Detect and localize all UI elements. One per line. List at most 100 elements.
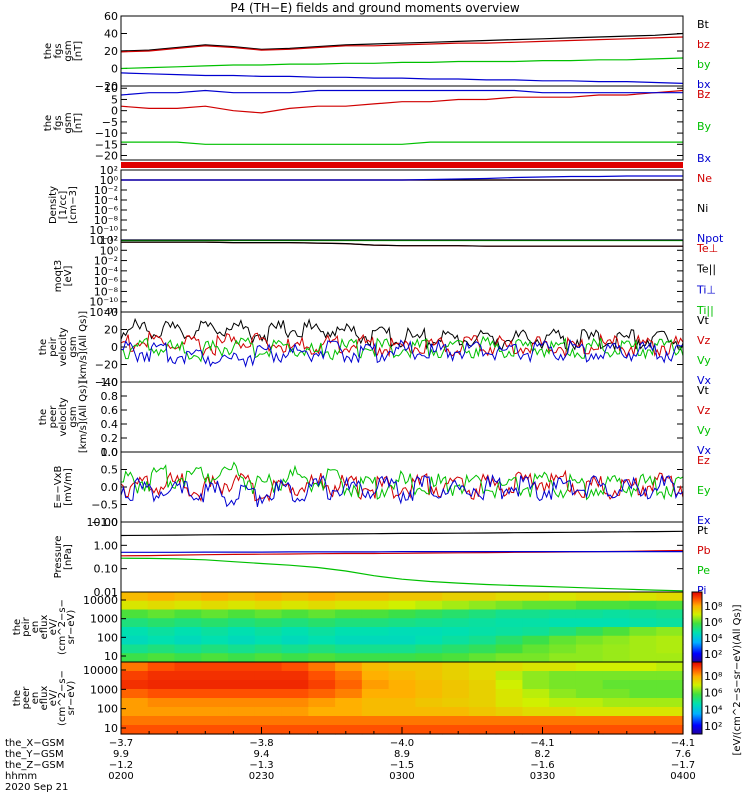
colorbar-tick-label: 10² (704, 720, 722, 733)
ylabel-line: velocity (58, 327, 69, 366)
heat-cell (656, 609, 684, 619)
ylabel-line: [km/s](All Qs)] (78, 311, 89, 383)
ytick-label: 0.0 (101, 481, 119, 494)
heat-cell (575, 680, 604, 690)
heat-cell (388, 689, 416, 699)
ytick-label: −20 (95, 359, 118, 372)
heat-cell (121, 618, 149, 628)
heat-cell (121, 609, 149, 619)
legend-vx: Vx (697, 374, 712, 387)
xrow-value: −4.1 (671, 738, 695, 749)
ytick-label: 10⁻¹² (89, 306, 118, 319)
ytick-label: 10⁰ (100, 174, 119, 187)
heat-cell (656, 689, 684, 699)
heat-cell (281, 725, 309, 735)
heat-cell (201, 671, 229, 681)
heat-cell (602, 618, 631, 628)
heat-cell (442, 600, 470, 611)
heat-cell (415, 680, 443, 690)
heat-cell (308, 618, 336, 628)
heat-cell (254, 662, 283, 672)
heat-cell (147, 716, 176, 726)
ytick-label: 10⁰ (100, 244, 119, 257)
heat-cell (522, 635, 550, 646)
ylabel-line: [nT] (73, 41, 84, 61)
ytick-label: 10⁻⁴ (94, 194, 119, 207)
heat-cell (468, 635, 497, 646)
legend-pe: Pe (697, 564, 710, 577)
heat-cell (254, 689, 283, 699)
heat-cell (254, 671, 283, 681)
heat-cell (468, 680, 497, 690)
heat-cell (522, 680, 550, 690)
heat-cell (575, 671, 604, 681)
ytick-label: 10⁻² (94, 255, 118, 268)
heat-cell (495, 662, 524, 672)
heat-cell (254, 618, 283, 628)
heat-cell (495, 592, 524, 602)
heat-cell (549, 653, 577, 663)
heat-cell (174, 689, 202, 699)
ytick-label: 10⁻¹⁰ (89, 296, 118, 309)
heat-cell (361, 698, 390, 708)
heat-cell (228, 644, 256, 654)
heat-cell (602, 644, 631, 654)
heat-cell (575, 698, 604, 708)
legend-bt: Bt (697, 18, 710, 31)
series-vz (120, 330, 684, 359)
heat-cell (335, 644, 363, 654)
heat-cell (335, 618, 363, 628)
heat-cell (522, 707, 550, 717)
heat-cell (147, 680, 176, 690)
series-bx (120, 89, 683, 96)
heat-cell (549, 698, 577, 708)
heat-cell (549, 680, 577, 690)
heat-cell (308, 627, 336, 637)
heat-cell (602, 689, 631, 699)
xrow-value: 9.9 (113, 749, 129, 760)
legend-ex: Ex (697, 514, 711, 527)
heat-cell (415, 671, 443, 681)
heat-cell (228, 698, 256, 708)
heat-cell (575, 662, 604, 672)
heat-cell (629, 671, 657, 681)
heat-cell (281, 600, 309, 611)
heat-cell (442, 592, 470, 602)
heat-cell (174, 716, 202, 726)
ytick-label: 60 (104, 10, 118, 23)
series-pe (120, 557, 684, 592)
ylabel-line: sr−eV) (66, 610, 77, 645)
heat-cell (121, 671, 149, 681)
heat-cell (495, 716, 524, 726)
ylabel-line: Pressure (53, 536, 64, 579)
series-vx (120, 338, 684, 368)
heat-cell (308, 609, 336, 619)
heat-cell (468, 707, 497, 717)
heat-cell (228, 635, 256, 646)
heat-cell (522, 725, 550, 735)
heat-cell (495, 609, 524, 619)
heat-cell (656, 662, 684, 672)
legend-vy: Vy (697, 354, 711, 367)
xrow-value: 0300 (389, 771, 414, 782)
heat-cell (656, 644, 684, 654)
xrow-value: −1.6 (530, 760, 554, 771)
series-by (121, 141, 683, 145)
heat-cell (174, 698, 202, 708)
ytick-label: 10² (100, 234, 118, 247)
heat-cell (361, 609, 390, 619)
colorbar (691, 591, 703, 663)
heat-cell (602, 716, 631, 726)
heat-cell (549, 707, 577, 717)
ytick-label: 100 (97, 703, 118, 716)
heat-cell (629, 689, 657, 699)
heat-cell (335, 627, 363, 637)
heat-cell (629, 716, 657, 726)
heat-cell (281, 689, 309, 699)
heat-cell (174, 609, 202, 619)
heat-cell (121, 707, 149, 717)
ylabel-line: peir (21, 616, 32, 636)
ytick-label: 40 (104, 28, 118, 41)
heat-cell (147, 644, 176, 654)
heat-cell (174, 644, 202, 654)
